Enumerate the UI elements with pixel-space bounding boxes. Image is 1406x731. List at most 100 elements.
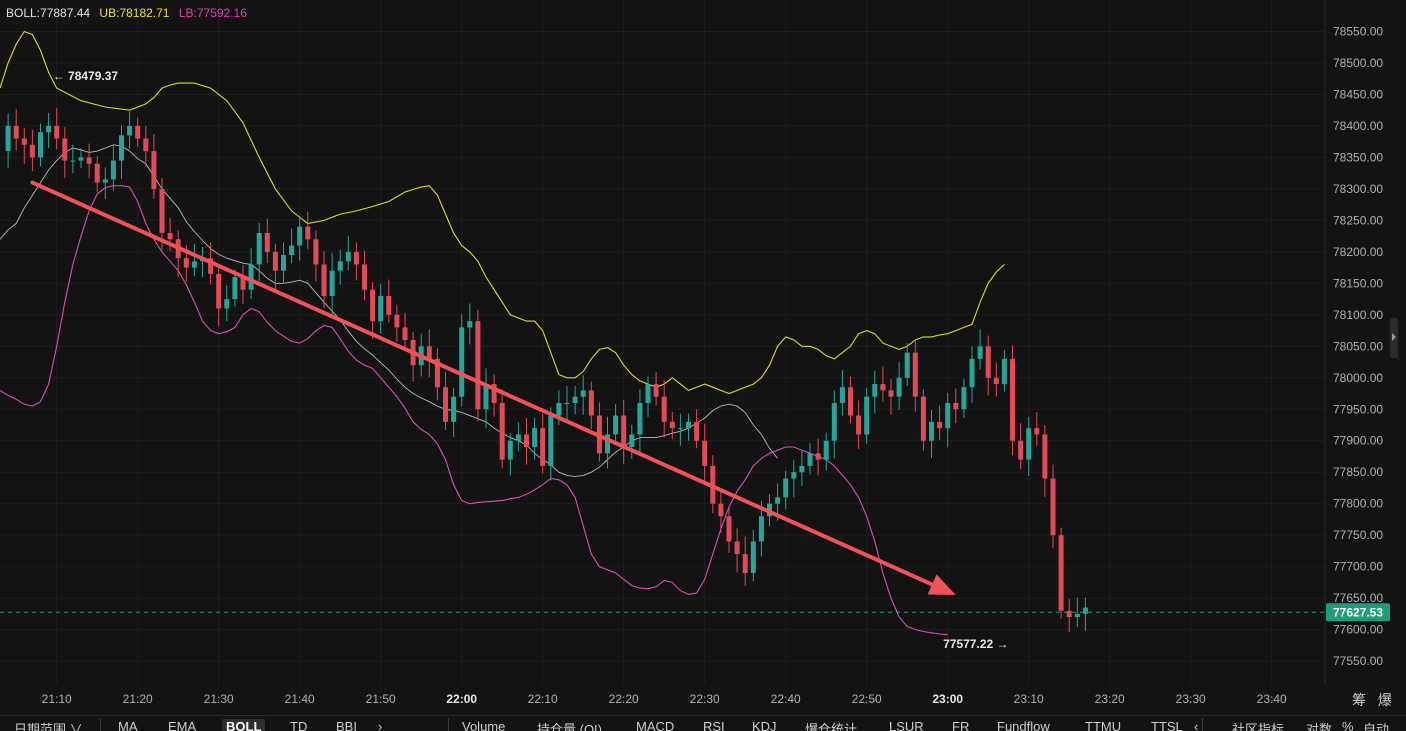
price-tick-label: 78550.00 <box>1333 24 1383 38</box>
candle-body <box>1074 613 1080 618</box>
candle-body <box>1082 607 1088 614</box>
price-tick-label: 77850.00 <box>1333 465 1383 479</box>
candle-body <box>856 415 862 435</box>
candle-body <box>791 472 797 479</box>
candle-body <box>1034 428 1040 435</box>
candle-body <box>272 251 278 271</box>
toolbar-item-21[interactable]: % <box>1342 719 1354 731</box>
candle-body <box>402 327 408 340</box>
toolbar-item-4[interactable]: TD <box>290 719 308 731</box>
candle-body <box>370 289 376 322</box>
toolbar-item-5[interactable]: BBI <box>336 719 357 731</box>
toolbar-item-17[interactable]: TTSL <box>1151 719 1183 731</box>
price-tick-label: 78400.00 <box>1333 119 1383 133</box>
toolbar-item-15[interactable]: Fundflow <box>997 719 1050 731</box>
candle-body <box>297 226 303 246</box>
time-tick-label: 21:40 <box>285 692 315 706</box>
time-tick-label: 21:50 <box>366 692 396 706</box>
price-tick-label: 77900.00 <box>1333 434 1383 448</box>
toolbar-item-0[interactable]: 日期范围 ∨ <box>14 722 83 731</box>
price-chart[interactable]: 77627.53 ← 78479.37 77577.22 → 77550.00 776… <box>0 0 1406 715</box>
time-axis[interactable]: 21:10 21:20 21:30 21:40 21:50 22:00 22:10 22:20… <box>42 692 1287 706</box>
candle-body <box>661 396 667 422</box>
candle-body <box>750 541 756 573</box>
candle-body <box>62 138 68 161</box>
candle-body <box>613 415 619 435</box>
chart-background <box>0 0 1406 715</box>
candle-body <box>46 125 52 133</box>
toolbar-item-2[interactable]: EMA <box>168 719 197 731</box>
candle-body <box>232 277 238 300</box>
toolbar-item-10[interactable]: RSI <box>703 719 725 731</box>
toolbar-item-18[interactable]: ‹ <box>1194 719 1199 731</box>
candle-body <box>13 125 19 139</box>
middle-band-line <box>0 144 778 478</box>
price-tick-label: 77650.00 <box>1333 591 1383 605</box>
candle-body <box>645 384 651 403</box>
price-tick-label: 78100.00 <box>1333 308 1383 322</box>
candle-body <box>1066 610 1072 618</box>
price-tick-label: 78250.00 <box>1333 213 1383 227</box>
toolbar-item-20[interactable]: 对数 <box>1306 722 1333 731</box>
price-tick-label: 78300.00 <box>1333 182 1383 196</box>
candle-body <box>248 264 254 290</box>
candle-body <box>694 421 700 441</box>
candle-body <box>281 255 286 271</box>
trend-arrow-head <box>927 574 956 595</box>
candle-body <box>637 402 643 435</box>
candle-body <box>38 132 43 158</box>
toolbar-item-9[interactable]: MACD <box>636 719 675 731</box>
candle-body <box>362 264 367 290</box>
axis-scroll-handle[interactable] <box>1390 318 1398 358</box>
candle-body <box>783 478 789 498</box>
toolbar-item-19[interactable]: 社区指标 <box>1232 722 1285 731</box>
price-tick-label: 78500.00 <box>1333 56 1383 70</box>
candle-body <box>605 434 610 454</box>
toolbar-separator <box>448 718 449 731</box>
price-tick-label: 77950.00 <box>1333 402 1383 416</box>
toolbar-item-7[interactable]: Volume <box>462 719 506 731</box>
ub-value: UB:78182.71 <box>99 6 170 20</box>
candle-body <box>78 157 84 161</box>
annotations: 77627.53 ← 78479.37 77577.22 → <box>0 69 1390 651</box>
candle-body <box>848 387 853 416</box>
toolbar-item-11[interactable]: KDJ <box>752 719 777 731</box>
time-tick-label: 21:30 <box>204 692 234 706</box>
candle-body <box>191 261 197 268</box>
price-axis[interactable]: 77550.00 77600.00 77650.00 77700.00 77750.00… <box>1333 24 1383 668</box>
candle-body <box>353 251 359 265</box>
price-tick-label: 77600.00 <box>1333 623 1383 637</box>
toolbar-item-13[interactable]: LSUR <box>889 719 924 731</box>
candle-body <box>21 138 27 145</box>
candle-body <box>434 358 440 388</box>
candle-body <box>1050 478 1056 536</box>
time-tick-label: 22:00 <box>446 692 477 706</box>
candle-body <box>483 384 489 410</box>
candle-body <box>823 440 829 460</box>
candle-body <box>183 258 189 268</box>
toolbar-item-22[interactable]: 自动 <box>1363 722 1390 731</box>
candle-body <box>953 402 959 410</box>
toolbar-item-14[interactable]: FR <box>952 719 970 731</box>
candle-body <box>969 358 975 388</box>
toolbar-item-3[interactable]: BOLL <box>222 719 266 731</box>
toolbar-item-16[interactable]: TTMU <box>1085 719 1122 731</box>
toolbar-item-1[interactable]: MA <box>118 719 138 731</box>
candle-body <box>507 440 513 460</box>
price-tick-label: 78150.00 <box>1333 276 1383 290</box>
chip-toggle[interactable]: 筹 <box>1352 692 1366 708</box>
candle-body <box>345 251 351 262</box>
toolbar-separator <box>100 718 101 731</box>
candle-body <box>961 387 967 410</box>
candle-body <box>1042 434 1048 479</box>
toolbar-item-6[interactable]: › <box>378 719 383 731</box>
high-price-marker: ← 78479.37 <box>53 69 119 83</box>
candle-body <box>499 402 505 460</box>
liquidation-toggle[interactable]: 爆 <box>1377 692 1392 708</box>
candle-body <box>524 434 529 448</box>
toolbar-item-8[interactable]: 持仓量 (OI) <box>537 722 602 731</box>
time-tick-label: 23:00 <box>932 692 963 706</box>
candle-body <box>815 453 821 460</box>
toolbar-item-12[interactable]: 爆仓统计 <box>805 722 858 731</box>
candle-body <box>839 387 845 403</box>
